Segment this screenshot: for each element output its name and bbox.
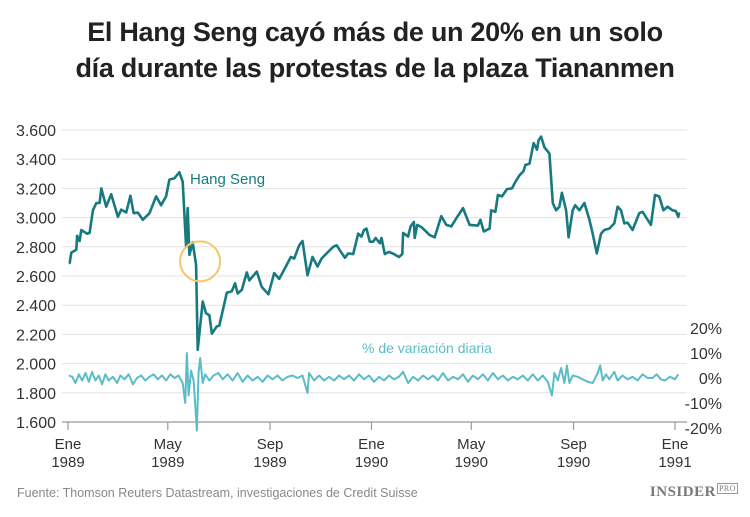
y-tick-label: 3.000 xyxy=(16,211,56,228)
right-tick-label: 0% xyxy=(699,371,722,388)
y-tick-label: 2.800 xyxy=(16,240,56,257)
pct-change-line xyxy=(68,352,680,432)
x-tick-label: Ene xyxy=(662,436,689,453)
x-tick-label: 1989 xyxy=(253,454,286,471)
x-axis: Ene1989May1989Sep1989Ene1990May1990Sep19… xyxy=(51,421,692,471)
right-tick-label: 20% xyxy=(690,321,722,338)
x-tick-label: Sep xyxy=(560,436,587,453)
left-axis-labels: 1.600 1.800 2.000 2.200 2.400 2.600 2.800 3.000… xyxy=(16,123,56,432)
x-tick-label: 1989 xyxy=(151,454,184,471)
right-tick-label: -20% xyxy=(685,421,722,438)
source-note: Fuente: Thomson Reuters Datastream, inve… xyxy=(17,486,418,500)
title-line-1: El Hang Seng cayó más de un 20% en un so… xyxy=(87,17,663,47)
series-label-pct: % de variación diaria xyxy=(362,340,492,356)
hang-seng-line xyxy=(68,135,681,352)
x-tick-label: 1989 xyxy=(51,454,84,471)
highlight-circle xyxy=(179,240,222,283)
y-tick-label: 3.600 xyxy=(16,123,56,140)
x-tick-label: 1990 xyxy=(455,454,488,471)
series-label-hang-seng: Hang Seng xyxy=(190,171,265,188)
y-tick-label: 3.400 xyxy=(16,152,56,169)
insider-pro-logo: INSIDER PRO xyxy=(649,483,738,500)
right-axis-labels: -20% -10% 0% 10% 20% xyxy=(685,321,722,438)
y-tick-label: 3.200 xyxy=(16,181,56,198)
x-tick-label: May xyxy=(154,436,183,453)
x-tick-label: 1990 xyxy=(557,454,590,471)
series-lines xyxy=(68,135,681,432)
x-tick-label: 1990 xyxy=(355,454,388,471)
right-tick-label: 10% xyxy=(690,346,722,363)
y-tick-label: 2.200 xyxy=(16,327,56,344)
title-line-2: día durante las protestas de la plaza Ti… xyxy=(75,53,675,83)
y-tick-label: 1.800 xyxy=(16,386,56,403)
x-tick-label: Sep xyxy=(257,436,284,453)
chart-title: El Hang Seng cayó más de un 20% en un so… xyxy=(0,14,750,86)
y-tick-label: 1.600 xyxy=(16,415,56,432)
gridlines xyxy=(62,129,687,394)
x-tick-label: 1991 xyxy=(658,454,691,471)
y-tick-label: 2.600 xyxy=(16,269,56,286)
y-tick-label: 2.400 xyxy=(16,298,56,315)
right-tick-label: -10% xyxy=(685,396,722,413)
y-tick-label: 2.000 xyxy=(16,357,56,374)
x-tick-label: Ene xyxy=(358,436,385,453)
x-tick-label: Ene xyxy=(55,436,82,453)
x-tick-label: May xyxy=(457,436,486,453)
